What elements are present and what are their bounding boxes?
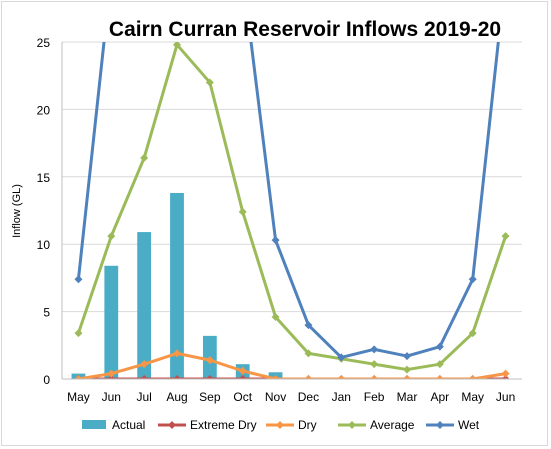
legend-label-wet: Wet — [458, 418, 480, 432]
point-average — [271, 312, 280, 321]
legend-label-average: Average — [370, 418, 415, 432]
x-tick-label: Mar — [397, 390, 418, 404]
point-average — [403, 365, 411, 374]
legend-swatch-actual — [82, 420, 106, 429]
legend-label-extreme-dry: Extreme Dry — [190, 418, 257, 432]
chart-title: Cairn Curran Reservoir Inflows 2019-20 — [109, 18, 501, 41]
y-axis-label: Inflow (GL) — [11, 184, 23, 238]
point-dry — [74, 375, 83, 379]
point-dry — [403, 375, 411, 379]
point-dry — [238, 366, 247, 375]
y-tick-label: 15 — [37, 171, 51, 185]
point-average — [74, 329, 83, 338]
point-wet — [74, 275, 83, 284]
point-wet — [403, 352, 411, 361]
legend-marker-average — [348, 421, 356, 429]
point-dry — [468, 375, 477, 379]
legend-marker-extreme-dry — [168, 421, 176, 429]
bar-actual — [170, 192, 184, 379]
point-average — [501, 232, 510, 241]
x-tick-label: Aug — [166, 390, 187, 404]
y-tick-label: 0 — [43, 373, 50, 387]
point-average — [205, 78, 214, 87]
point-dry — [370, 375, 379, 379]
point-dry — [173, 349, 181, 358]
point-dry — [501, 369, 510, 378]
y-tick-label: 10 — [37, 238, 51, 252]
bar-actual — [104, 265, 119, 379]
x-tick-label: Nov — [265, 390, 286, 404]
x-tick-label: Oct — [233, 390, 252, 404]
line-wet — [76, 42, 500, 359]
bar-actual — [137, 232, 152, 379]
legend-label-dry: Dry — [298, 418, 317, 432]
legend-marker-wet — [436, 421, 444, 429]
point-average — [370, 360, 379, 369]
point-dry — [304, 375, 313, 379]
y-tick-label: 25 — [37, 36, 51, 50]
x-tick-label: Jun — [102, 390, 121, 404]
point-average — [238, 207, 247, 216]
point-average — [468, 329, 477, 338]
y-tick-label: 20 — [37, 103, 51, 117]
line-average — [77, 43, 507, 372]
point-wet — [304, 321, 313, 330]
x-tick-label: Jul — [136, 390, 151, 404]
point-extreme-dry — [205, 375, 214, 379]
y-tick-label: 5 — [43, 306, 50, 320]
point-dry — [435, 375, 444, 379]
point-wet — [370, 345, 379, 354]
point-dry — [205, 356, 214, 365]
point-extreme-dry — [173, 375, 181, 379]
point-average — [107, 232, 116, 241]
point-average — [173, 42, 181, 49]
point-wet — [468, 275, 477, 284]
point-average — [140, 153, 149, 162]
point-average — [435, 360, 444, 369]
point-extreme-dry — [238, 375, 247, 379]
x-tick-label: Dec — [298, 390, 319, 404]
point-wet — [337, 353, 346, 362]
point-average — [304, 349, 313, 358]
point-dry — [107, 369, 116, 378]
x-tick-label: Feb — [364, 390, 385, 404]
point-wet — [271, 236, 280, 245]
legend-label-actual: Actual — [112, 418, 145, 432]
x-tick-label: May — [461, 390, 484, 404]
point-extreme-dry — [140, 375, 149, 379]
point-dry — [140, 360, 149, 369]
x-tick-label: Jun — [496, 390, 515, 404]
point-dry — [337, 375, 346, 379]
x-tick-label: Sep — [199, 390, 221, 404]
x-tick-label: Jan — [332, 390, 351, 404]
x-tick-label: May — [67, 390, 90, 404]
line-dry — [78, 351, 506, 379]
x-tick-label: Apr — [431, 390, 450, 404]
point-wet — [435, 342, 444, 351]
point-dry — [271, 375, 280, 379]
legend-marker-dry — [276, 421, 284, 429]
